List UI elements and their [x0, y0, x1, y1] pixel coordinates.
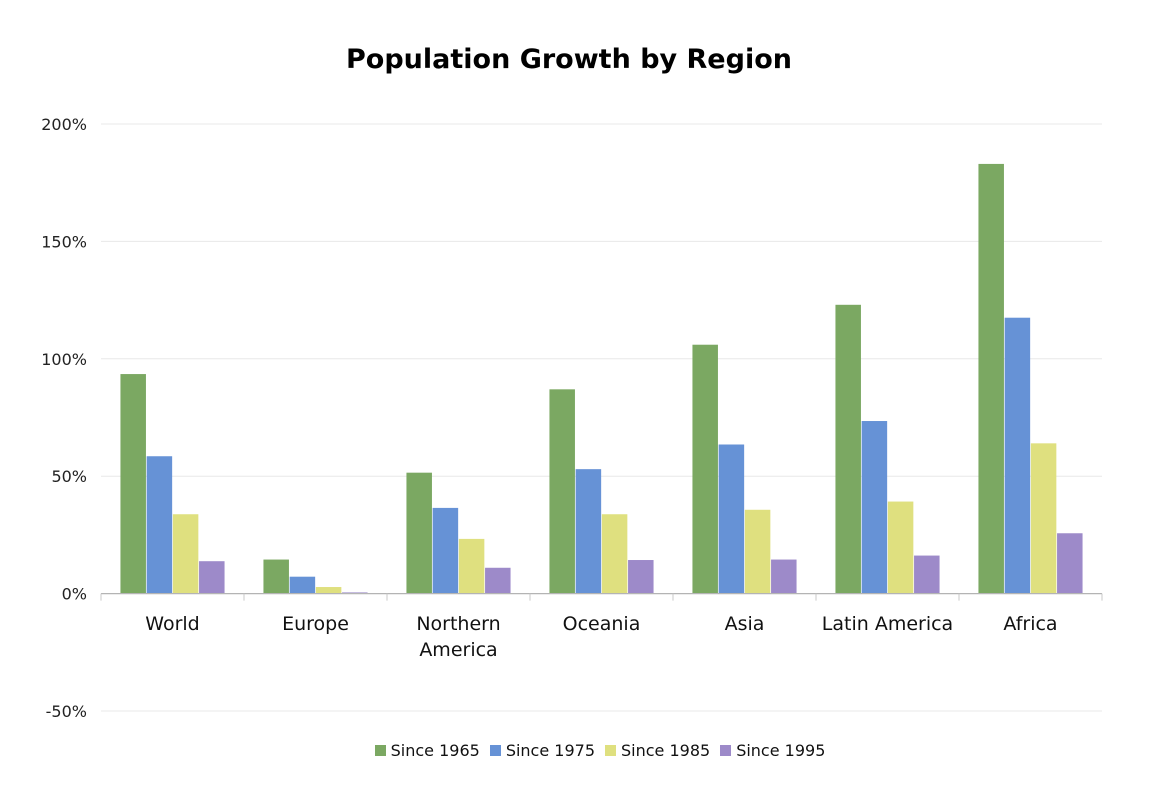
y-tick-label: 100% [41, 350, 87, 369]
bar [315, 587, 342, 594]
y-tick-label: 150% [41, 232, 87, 251]
legend-item: Since 1995 [720, 741, 825, 760]
bar [199, 561, 225, 594]
bar [744, 509, 771, 594]
bar [771, 559, 797, 594]
bar [978, 163, 1004, 594]
legend-swatch [605, 745, 616, 756]
y-tick-label: 200% [41, 115, 87, 134]
x-tick-label: Northern America [416, 613, 500, 661]
legend-label: Since 1985 [621, 741, 711, 760]
bar [835, 304, 861, 594]
legend-swatch [489, 745, 501, 756]
y-tick-label: 0% [62, 585, 87, 604]
legend-label: Since 1965 [390, 741, 480, 760]
x-tick-label: Latin America [822, 613, 953, 635]
bar [485, 567, 511, 594]
legend-swatch [720, 745, 732, 756]
bar [549, 389, 575, 594]
bar [1030, 443, 1057, 594]
bar [120, 374, 146, 594]
bar [1057, 533, 1083, 594]
legend-item: Since 1985 [605, 741, 710, 760]
bar [861, 421, 888, 594]
legend-item: Since 1975 [489, 741, 595, 760]
legend-label: Since 1975 [505, 741, 595, 760]
bar [692, 344, 718, 594]
x-tick-label: Africa [1003, 613, 1057, 635]
bar [575, 469, 602, 594]
legend-label: Since 1995 [736, 741, 826, 760]
bar [628, 560, 654, 594]
bar [432, 507, 459, 594]
x-tick-label: Europe [282, 613, 349, 635]
bar [887, 501, 914, 594]
bar [263, 559, 289, 594]
legend-item: Since 1965 [374, 741, 480, 760]
x-tick-label: Oceania [563, 613, 641, 635]
bar [406, 472, 432, 594]
chart-legend: Since 1965 Since 1975 Since 1985 Since 1995 [0, 741, 1162, 760]
x-tick-label: Asia [725, 613, 765, 635]
bar [718, 444, 745, 594]
bar [914, 555, 940, 594]
bar [146, 456, 173, 594]
bar [1004, 317, 1031, 594]
y-tick-label: -50% [46, 702, 87, 721]
legend-swatch [374, 745, 386, 756]
bar [458, 538, 485, 594]
bar [289, 576, 316, 594]
bar [601, 514, 628, 594]
chart-title: Population Growth by Region [346, 44, 792, 75]
y-tick-label: 50% [51, 467, 87, 486]
x-tick-label: World [145, 613, 199, 635]
bar [172, 514, 199, 594]
